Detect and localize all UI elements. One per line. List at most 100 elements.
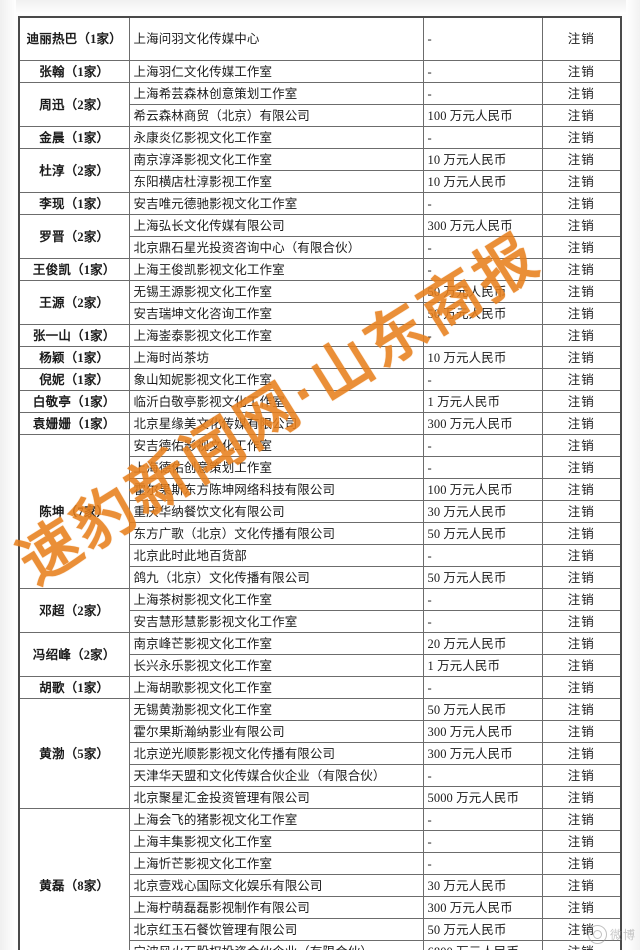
artist-name-cell: 李现（1家） — [18, 192, 130, 215]
artist-name-cell: 陈坤（7家） — [18, 434, 130, 589]
table-row: 白敬亭（1家） 临沂白敬亭影视文化工作室 1 万元人民币 注销 — [18, 390, 622, 413]
registered-capital-cell: - — [422, 16, 543, 61]
registered-capital-cell: 50 万元人民币 — [422, 566, 543, 589]
registered-capital-cell: - — [422, 588, 543, 611]
table-row: 霍尔果斯瀚纳影业有限公司 300 万元人民币 注销 — [19, 720, 622, 743]
table-row: 北京此时此地百货部 - 注销 — [19, 544, 622, 567]
table-row: 上海丰集影视文化工作室 - 注销 — [19, 830, 622, 853]
registered-capital-cell: - — [422, 368, 543, 391]
table-row: 周迅（2家） 上海希芸森林创意策划工作室 - 注销 — [18, 82, 622, 127]
artist-name-cell: 胡歌（1家） — [18, 676, 130, 699]
artist-name-cell: 倪妮（1家） — [18, 368, 130, 391]
table-row: 张翰（1家） 上海羽仁文化传媒工作室 - 注销 — [18, 60, 622, 83]
registered-capital-cell: 1 万元人民币 — [422, 390, 543, 413]
status-cell: 注销 — [541, 236, 622, 259]
company-name-cell: 重庆华纳餐饮文化有限公司 — [128, 500, 424, 523]
status-cell: 注销 — [541, 434, 622, 457]
registration-table: 迪丽热巴（1家） 上海问羽文化传媒中心 - 注销 张翰（1家） 上海羽仁文化传媒工作室 - 注… — [18, 16, 622, 950]
artist-name-cell: 杨颖（1家） — [18, 346, 130, 369]
status-cell: 注销 — [541, 126, 622, 149]
status-cell: 注销 — [541, 566, 622, 589]
table-row: 东方广歌（北京）文化传播有限公司 50 万元人民币 注销 — [19, 522, 622, 545]
registered-capital-cell: 300 万元人民币 — [422, 720, 543, 743]
status-cell: 注销 — [541, 764, 622, 787]
company-name-cell: 无锡黄渤影视文化工作室 — [128, 698, 424, 721]
registered-capital-cell: 300 万元人民币 — [422, 896, 543, 919]
company-name-cell: 上海崟泰影视文化工作室 — [128, 324, 424, 347]
registered-capital-cell: 300 万元人民币 — [422, 742, 543, 765]
company-name-cell: 安吉德佑影视文化工作室 — [128, 434, 424, 457]
status-cell: 注销 — [541, 940, 622, 950]
registered-capital-cell: 100 万元人民币 — [422, 104, 543, 127]
registered-capital-cell: - — [422, 236, 543, 259]
status-cell: 注销 — [541, 544, 622, 567]
status-cell: 注销 — [541, 192, 622, 215]
artist-name-cell: 王源（2家） — [18, 280, 130, 325]
registered-capital-cell: 10 万元人民币 — [422, 346, 543, 369]
status-cell: 注销 — [541, 830, 622, 853]
artist-name-cell: 杜淳（2家） — [18, 148, 130, 193]
registered-capital-cell: 50 万元人民币 — [422, 280, 543, 303]
registered-capital-cell: 50 万元人民币 — [422, 918, 543, 941]
status-cell: 注销 — [541, 500, 622, 523]
registered-capital-cell: 50 万元人民币 — [422, 302, 543, 325]
status-cell: 注销 — [541, 324, 622, 347]
registered-capital-cell: - — [422, 434, 543, 457]
table-row: 邓超（2家） 上海茶树影视文化工作室 - 注销 — [18, 588, 622, 633]
registered-capital-cell: - — [422, 808, 543, 831]
company-name-cell: 上海羽仁文化传媒工作室 — [128, 60, 424, 83]
registered-capital-cell: - — [422, 126, 543, 149]
company-name-cell: 上海忻芒影视文化工作室 — [128, 852, 424, 875]
table-row: 李现（1家） 安吉唯元德驰影视文化工作室 - 注销 — [18, 192, 622, 215]
registered-capital-cell: - — [422, 610, 543, 633]
artist-name-cell: 金晨（1家） — [18, 126, 130, 149]
status-cell: 注销 — [541, 720, 622, 743]
status-cell: 注销 — [541, 368, 622, 391]
registered-capital-cell: - — [422, 82, 543, 105]
table-row: 陈坤（7家） 安吉德佑影视文化工作室 - 注销 — [18, 434, 622, 589]
table-row: 金晨（1家） 永康炎亿影视文化工作室 - 注销 — [18, 126, 622, 149]
artist-name-cell: 张一山（1家） — [18, 324, 130, 347]
status-cell: 注销 — [541, 214, 622, 237]
status-cell: 注销 — [541, 456, 622, 479]
status-cell: 注销 — [541, 412, 622, 435]
company-name-cell: 东阳横店杜淳影视工作室 — [128, 170, 424, 193]
registered-capital-cell: 50 万元人民币 — [422, 522, 543, 545]
company-name-cell: 上海茶树影视文化工作室 — [128, 588, 424, 611]
status-cell: 注销 — [541, 16, 622, 61]
company-name-cell: 北京逆光顺影影视文化传播有限公司 — [128, 742, 424, 765]
company-name-cell: 南京淳泽影视文化工作室 — [128, 148, 424, 171]
registered-capital-cell: 30 万元人民币 — [422, 500, 543, 523]
status-cell: 注销 — [541, 280, 622, 303]
table-row: 罗晋（2家） 上海弘长文化传媒有限公司 300 万元人民币 注销 — [18, 214, 622, 259]
company-name-cell: 上海王俊凯影视文化工作室 — [128, 258, 424, 281]
registration-table-container: 迪丽热巴（1家） 上海问羽文化传媒中心 - 注销 张翰（1家） 上海羽仁文化传媒工作室 - 注… — [18, 16, 622, 950]
table-row: 张一山（1家） 上海崟泰影视文化工作室 - 注销 — [18, 324, 622, 347]
company-name-cell: 霍尔果斯东方陈坤网络科技有限公司 — [128, 478, 424, 501]
table-row: 北京红玉石餐饮管理有限公司 50 万元人民币 注销 — [19, 918, 622, 941]
table-row: 黄磊（8家） 上海会飞的猪影视文化工作室 - 注销 — [18, 808, 622, 950]
company-name-cell: 上海会飞的猪影视文化工作室 — [128, 808, 424, 831]
status-cell: 注销 — [541, 654, 622, 677]
table-row: 黄渤（5家） 无锡黄渤影视文化工作室 50 万元人民币 注销 — [18, 698, 622, 809]
table-row: 王源（2家） 无锡王源影视文化工作室 50 万元人民币 注销 — [18, 280, 622, 325]
artist-name-cell: 罗晋（2家） — [18, 214, 130, 259]
scan-edge-right — [626, 0, 640, 950]
table-row: 杜淳（2家） 南京淳泽影视文化工作室 10 万元人民币 注销 — [18, 148, 622, 193]
company-name-cell: 希云森林商贸（北京）有限公司 — [128, 104, 424, 127]
status-cell: 注销 — [541, 698, 622, 721]
status-cell: 注销 — [541, 82, 622, 105]
company-name-cell: 安吉唯元德驰影视文化工作室 — [128, 192, 424, 215]
artist-name-cell: 张翰（1家） — [18, 60, 130, 83]
registered-capital-cell: - — [422, 456, 543, 479]
artist-name-cell: 迪丽热巴（1家） — [18, 16, 130, 61]
company-name-cell: 长兴永乐影视文化工作室 — [128, 654, 424, 677]
company-name-cell: 北京此时此地百货部 — [128, 544, 424, 567]
company-name-cell: 上海时尚茶坊 — [128, 346, 424, 369]
status-cell: 注销 — [541, 148, 622, 171]
registered-capital-cell: - — [422, 60, 543, 83]
scan-edge-left — [0, 0, 16, 950]
status-cell: 注销 — [541, 588, 622, 611]
company-name-cell: 上海柠萌磊磊影视制作有限公司 — [128, 896, 424, 919]
table-row: 袁姗姗（1家） 北京星缘美文化传媒有限公司 300 万元人民币 注销 — [18, 412, 622, 435]
